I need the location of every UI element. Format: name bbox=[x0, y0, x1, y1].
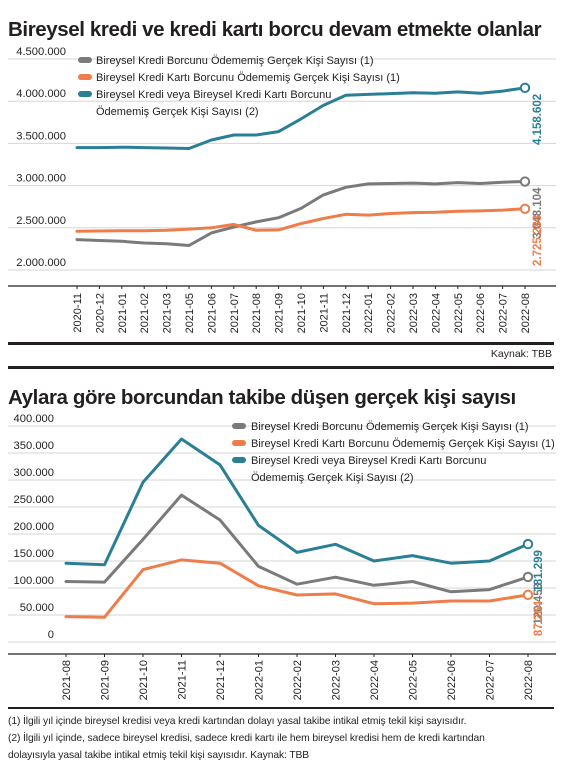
series-end-label-orange: 2.725.288 bbox=[532, 214, 544, 266]
x-tick-label: 2022-03 bbox=[331, 660, 343, 700]
x-tick-label: 2021-07 bbox=[229, 293, 241, 333]
footnote-2-cont: dolayısıyla yasal takibe intikal etmiş t… bbox=[8, 750, 310, 761]
series-end-label-gray: 3.048.104 bbox=[532, 187, 544, 239]
y-tick-label: 3.500.000 bbox=[16, 130, 66, 142]
legend-label: Bireysel Kredi Borcunu Ödememiş Gerçek K… bbox=[96, 55, 374, 67]
y-tick-label: 400.000 bbox=[14, 413, 54, 425]
series-end-point-gray bbox=[519, 176, 531, 187]
legend-swatch-orange bbox=[232, 440, 246, 446]
x-tick-label: 2022-03 bbox=[408, 293, 420, 333]
legend-swatch-orange bbox=[78, 74, 92, 80]
x-tick-label: 2021-08 bbox=[61, 660, 73, 700]
x-tick-label: 2022-08 bbox=[520, 293, 532, 333]
x-tick-label: 2021-12 bbox=[341, 293, 353, 333]
legend-label: Ödememiş Gerçek Kişi Sayısı (2) bbox=[251, 472, 414, 484]
x-tick-label: 2021-10 bbox=[138, 660, 150, 700]
x-tick-label: 2021-01 bbox=[117, 293, 129, 333]
x-tick-label: 2020-12 bbox=[94, 293, 106, 333]
x-tick-label: 2022-08 bbox=[523, 660, 535, 700]
footnote-2: (2) İlgili yıl içinde, sadece bireysel k… bbox=[8, 733, 485, 744]
series-line-gray bbox=[64, 493, 530, 594]
series-end-label-teal: 181.299 bbox=[533, 550, 545, 592]
x-tick-label: 2021-11 bbox=[318, 293, 330, 333]
y-tick-label: 200.000 bbox=[14, 521, 54, 533]
x-tick-label: 2021-02 bbox=[139, 293, 151, 333]
legend-swatch-teal bbox=[232, 457, 246, 463]
chart2-svg: 400.000 350.000 300.000 250.000 200.000 150.0… bbox=[8, 413, 556, 700]
legend-label: Ödememiş Gerçek Kişi Sayısı (2) bbox=[96, 106, 259, 118]
y-tick-label: 4.500.000 bbox=[16, 46, 66, 58]
y-tick-label: 50.000 bbox=[20, 602, 54, 614]
x-tick-label: 2022-04 bbox=[369, 660, 381, 700]
series-end-point-gray bbox=[522, 571, 534, 583]
x-tick-label: 2021-08 bbox=[251, 293, 263, 333]
x-tick-label: 2022-05 bbox=[453, 293, 465, 333]
x-tick-label: 2022-06 bbox=[446, 660, 458, 700]
x-tick-label: 2021-09 bbox=[100, 660, 112, 700]
x-tick-label: 2022-01 bbox=[254, 660, 266, 700]
x-tick-label: 2022-01 bbox=[363, 293, 375, 333]
x-tick-label: 2021-06 bbox=[206, 293, 218, 333]
chart2-bottom-rule bbox=[8, 707, 554, 709]
series-line-orange bbox=[75, 207, 527, 233]
x-tick-label: 2021-09 bbox=[274, 293, 286, 333]
series-line-teal bbox=[64, 437, 530, 567]
x-tick-label: 2021-10 bbox=[296, 293, 308, 333]
legend-swatch-gray bbox=[232, 423, 246, 429]
x-tick-label: 2020-11 bbox=[72, 293, 84, 333]
x-tick-label: 2022-06 bbox=[475, 293, 487, 333]
legend-label: Bireysel Kredi veya Bireysel Kredi Kartı… bbox=[251, 455, 486, 467]
x-tick-label: 2021-12 bbox=[215, 660, 227, 700]
series-end-point-teal bbox=[519, 82, 531, 94]
series-line-teal bbox=[75, 86, 527, 150]
x-tick-label: 2022-07 bbox=[485, 660, 497, 700]
series-end-label-teal: 4.158.602 bbox=[532, 94, 544, 145]
chart1-source: Kaynak: TBB bbox=[490, 348, 552, 360]
x-tick-label: 2022-02 bbox=[292, 660, 304, 700]
y-tick-label: 3.000.000 bbox=[16, 173, 66, 185]
series-line-gray bbox=[75, 180, 527, 247]
footnote-1: (1) İlgili yıl içinde bireysel kredisi v… bbox=[8, 716, 467, 727]
series-line-orange bbox=[64, 558, 530, 619]
y-tick-label: 100.000 bbox=[14, 575, 54, 587]
legend-label: Bireysel Kredi Kartı Borcunu Ödememiş Ge… bbox=[251, 438, 555, 450]
chart2-title: Aylara göre borcundan takibe düşen gerçe… bbox=[8, 386, 516, 409]
x-tick-label: 2022-05 bbox=[408, 660, 420, 700]
y-tick-label: 2.000.000 bbox=[16, 257, 66, 269]
y-tick-label: 2.500.000 bbox=[16, 215, 66, 227]
chart1-title: Bireysel kredi ve kredi kartı borcu deva… bbox=[8, 18, 542, 41]
x-tick-label: 2021-05 bbox=[184, 293, 196, 333]
x-tick-label: 2021-03 bbox=[162, 293, 174, 333]
series-end-point-orange bbox=[522, 589, 534, 601]
series-end-point-orange bbox=[519, 203, 531, 214]
legend-label: Bireysel Kredi Kartı Borcunu Ödememiş Ge… bbox=[96, 72, 400, 84]
legend-swatch-teal bbox=[78, 91, 92, 97]
y-tick-label: 4.000.000 bbox=[16, 88, 66, 100]
series-end-label-gray: 120.453 bbox=[533, 583, 545, 625]
legend-swatch-gray bbox=[78, 57, 92, 63]
y-tick-label: 300.000 bbox=[14, 467, 54, 479]
footnotes: (1) İlgili yıl içinde bireysel kredisi v… bbox=[8, 713, 556, 764]
legend-label: Bireysel Kredi Borcunu Ödememiş Gerçek K… bbox=[251, 421, 529, 433]
section-divider bbox=[8, 366, 554, 369]
x-tick-label: 2022-04 bbox=[430, 293, 442, 333]
chart1-bottom-rule bbox=[8, 342, 554, 345]
chart1-svg: 4.500.000 4.000.000 3.500.000 3.000.000 2.50… bbox=[8, 46, 556, 333]
y-tick-label: 0 bbox=[48, 629, 54, 641]
x-tick-label: 2022-07 bbox=[498, 293, 510, 333]
y-tick-label: 350.000 bbox=[14, 440, 54, 452]
y-tick-label: 250.000 bbox=[14, 494, 54, 506]
series-end-point-teal bbox=[522, 538, 534, 550]
legend-label: Bireysel Kredi veya Bireysel Kredi Kartı… bbox=[96, 89, 331, 101]
series-end-label-orange: 87.264 bbox=[533, 600, 545, 636]
x-tick-label: 2022-02 bbox=[386, 293, 398, 333]
x-tick-label: 2021-11 bbox=[177, 660, 189, 700]
y-tick-label: 150.000 bbox=[14, 548, 54, 560]
